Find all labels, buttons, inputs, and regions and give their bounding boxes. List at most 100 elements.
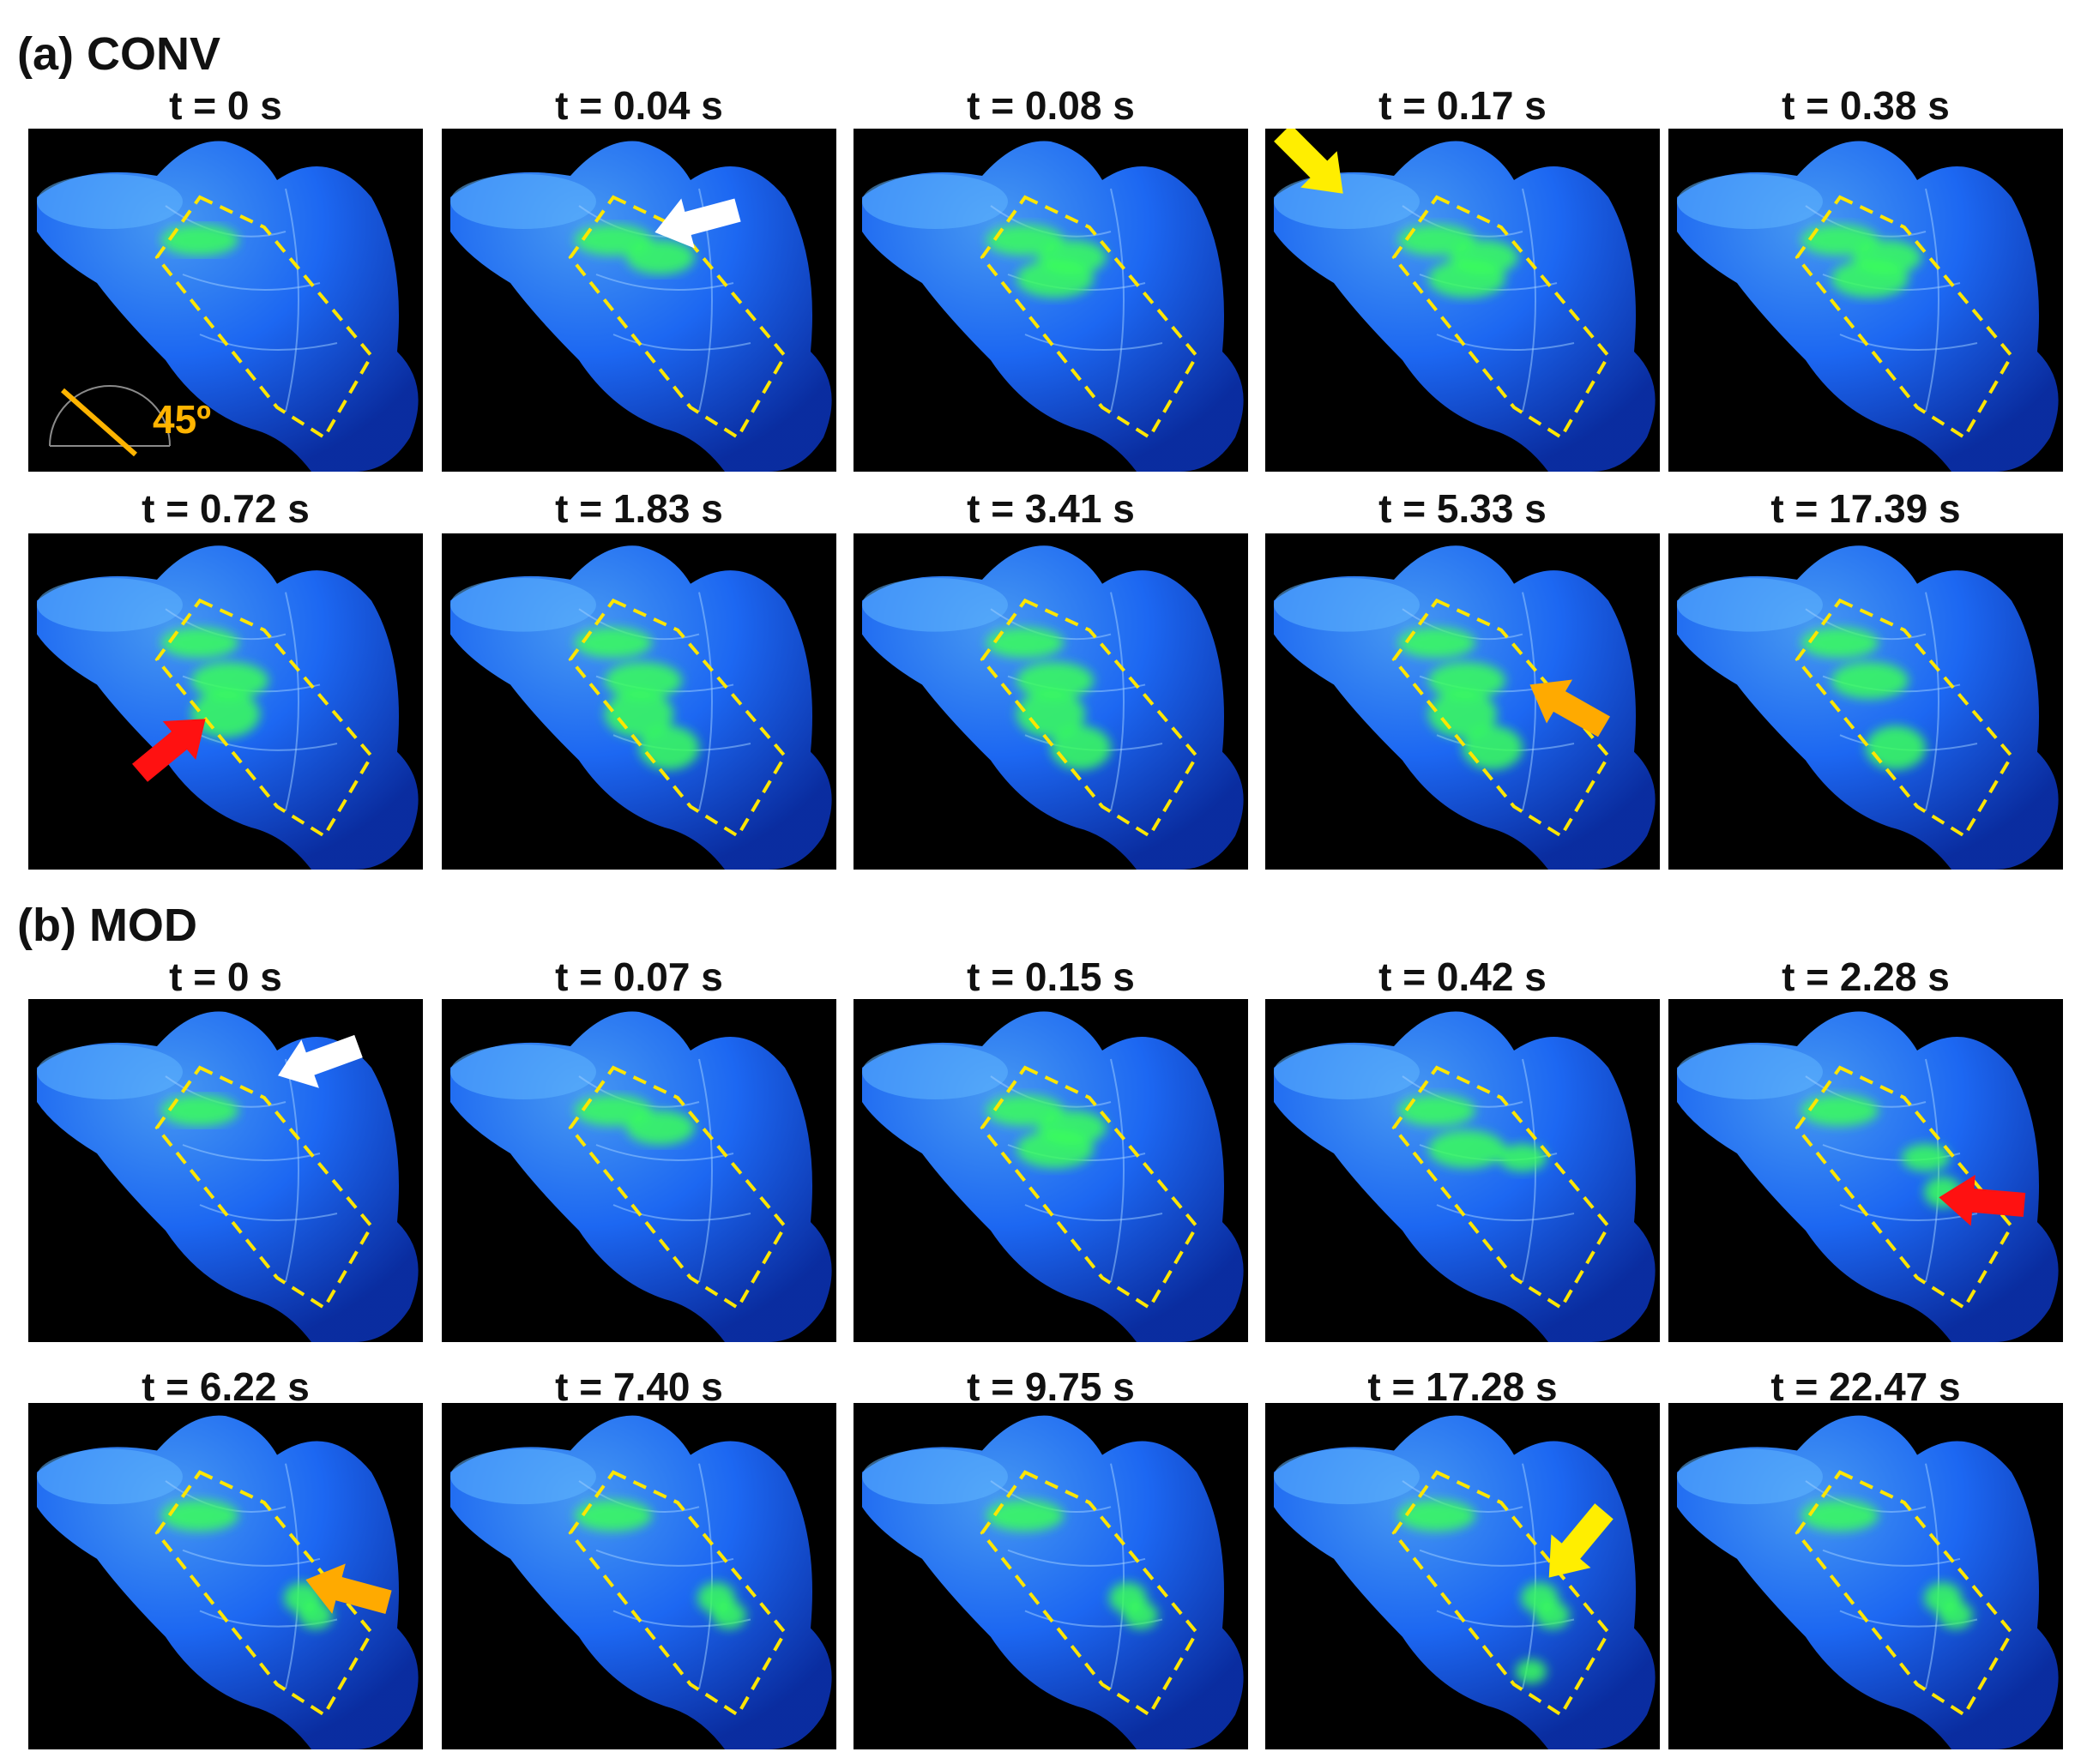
- time-label: t = 0.08 s: [967, 83, 1135, 128]
- time-label: t = 7.40 s: [555, 1364, 723, 1409]
- time-label: t = 0.04 s: [555, 83, 723, 128]
- nasal-model-illustration: [1274, 129, 1656, 472]
- dashed-region-box: [1391, 195, 1611, 440]
- time-label: t = 0.17 s: [1378, 83, 1547, 128]
- dashed-region-box: [568, 1065, 787, 1310]
- time-label: t = 6.22 s: [142, 1364, 310, 1409]
- angle-label: 45º: [153, 397, 211, 442]
- frame-image: 45º: [28, 129, 423, 472]
- frame-image: [1668, 533, 2063, 870]
- dashed-region-box: [1794, 1470, 2014, 1718]
- protractor-icon: 45º: [49, 385, 211, 457]
- green-deposit: [986, 225, 1107, 298]
- frame-image: [1668, 999, 2063, 1342]
- nasal-model-illustration: [1677, 1415, 2059, 1749]
- green-deposit: [161, 225, 238, 256]
- green-deposit: [1398, 1095, 1547, 1171]
- time-label: t = 0.07 s: [555, 954, 723, 999]
- green-deposit: [575, 627, 699, 770]
- frame-image: [854, 533, 1248, 870]
- green-deposit: [1801, 1095, 1962, 1207]
- green-deposit: [986, 1500, 1158, 1629]
- time-label: t = 0.38 s: [1782, 83, 1950, 128]
- green-deposit: [575, 1500, 746, 1629]
- dashed-region-box: [980, 1065, 1199, 1310]
- nasal-model-illustration: [450, 1415, 832, 1749]
- nasal-model-illustration: 45º: [37, 141, 419, 472]
- frame-image: [1265, 533, 1660, 870]
- nasal-model-illustration: [450, 141, 832, 472]
- nasal-model-illustration: [1677, 1011, 2059, 1342]
- frame-image: [1265, 999, 1660, 1342]
- green-deposit: [1801, 1500, 1973, 1629]
- time-label: t = 17.28 s: [1367, 1364, 1558, 1409]
- time-label: t = 1.83 s: [555, 486, 723, 531]
- dashed-region-box: [1391, 1065, 1611, 1310]
- green-deposit: [1398, 627, 1523, 770]
- nasal-model-illustration: [37, 1011, 419, 1342]
- time-label: t = 2.28 s: [1782, 954, 1950, 999]
- nasal-model-illustration: [37, 1415, 419, 1749]
- green-deposit: [161, 1095, 238, 1126]
- time-label: t = 17.39 s: [1770, 486, 1961, 531]
- white-arrow-icon: [654, 198, 741, 249]
- green-deposit: [1398, 1500, 1570, 1684]
- frame-image: [442, 129, 836, 472]
- red-arrow-icon: [1939, 1174, 2026, 1226]
- green-deposit: [161, 627, 268, 738]
- frame-image: [28, 1403, 423, 1749]
- nasal-model-illustration: [1677, 545, 2059, 870]
- frame-image: [854, 129, 1248, 472]
- nasal-model-illustration: [862, 141, 1244, 472]
- frame-image: [442, 999, 836, 1342]
- green-deposit: [986, 627, 1111, 770]
- dashed-region-box: [980, 1470, 1199, 1718]
- green-deposit: [1801, 225, 1921, 298]
- frame-image: [1668, 129, 2063, 472]
- dashed-region-box: [1794, 598, 2014, 839]
- nasal-model-illustration: [862, 545, 1244, 870]
- dashed-region-box: [980, 195, 1199, 440]
- time-label: t = 0.42 s: [1378, 954, 1547, 999]
- frame-image: [854, 1403, 1248, 1749]
- time-label: t = 0 s: [169, 954, 282, 999]
- time-label: t = 9.75 s: [967, 1364, 1135, 1409]
- time-label: t = 22.47 s: [1770, 1364, 1961, 1409]
- frame-image: [854, 999, 1248, 1342]
- dashed-region-box: [154, 195, 374, 440]
- frame-image: [1265, 129, 1660, 472]
- time-label: t = 0.15 s: [967, 954, 1135, 999]
- nasal-model-illustration: [862, 1415, 1244, 1749]
- dashed-region-box: [568, 1470, 787, 1718]
- nasal-model-illustration: [450, 1011, 832, 1342]
- frame-image: [28, 999, 423, 1342]
- green-deposit: [1398, 225, 1518, 298]
- green-deposit: [575, 1095, 695, 1145]
- dashed-region-box: [980, 598, 1199, 839]
- nasal-model-illustration: [450, 545, 832, 870]
- green-deposit: [1801, 627, 1926, 770]
- green-deposit: [161, 1500, 333, 1629]
- frame-image: [1265, 1403, 1660, 1749]
- frame-image: [1668, 1403, 2063, 1749]
- dashed-region-box: [1391, 1470, 1611, 1718]
- dashed-region-box: [1794, 195, 2014, 440]
- nasal-model-illustration: [1274, 1011, 1656, 1342]
- dashed-region-box: [154, 1065, 374, 1310]
- red-arrow-icon: [132, 719, 206, 782]
- white-arrow-icon: [278, 1034, 363, 1088]
- frame-image: [442, 533, 836, 870]
- time-label: t = 0 s: [169, 83, 282, 128]
- nasal-model-illustration: [1274, 545, 1656, 870]
- dashed-region-box: [568, 598, 787, 839]
- section-label: (a) CONV: [17, 28, 221, 80]
- dashed-region-box: [154, 1470, 374, 1718]
- green-deposit: [575, 225, 695, 274]
- orange-arrow-icon: [305, 1563, 392, 1614]
- nasal-model-illustration: [862, 1011, 1244, 1342]
- green-deposit: [986, 1095, 1107, 1168]
- orange-arrow-icon: [1529, 679, 1610, 738]
- yellow-arrow-icon: [1548, 1503, 1614, 1578]
- dashed-region-box: [154, 598, 374, 839]
- frame-image: [442, 1403, 836, 1749]
